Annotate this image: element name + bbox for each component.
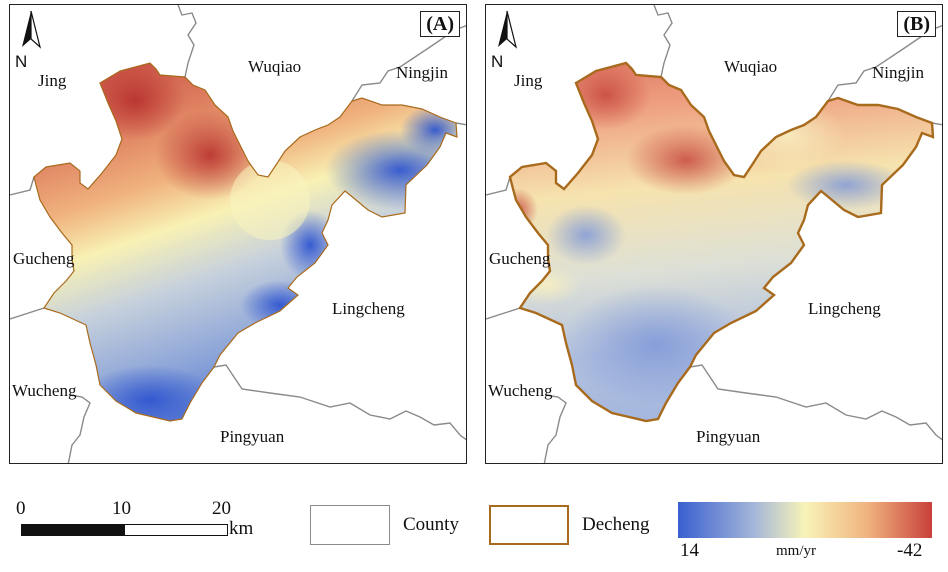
colorbar-min-label: 14	[680, 540, 699, 561]
colorbar-max-label: -42	[897, 540, 923, 561]
place-label-wuqiao: Wuqiao	[724, 57, 778, 76]
scale-unit: km	[229, 518, 254, 539]
colorbar-unit-label: mm/yr	[776, 543, 816, 559]
map-panel-a: N (A) Jing Wuqiao Ningjin Gucheng Lingch…	[9, 4, 467, 464]
place-label-pingyuan: Pingyuan	[696, 427, 761, 446]
decheng-boundary	[33, 62, 458, 422]
place-label-wucheng: Wucheng	[12, 381, 77, 400]
north-label: N	[15, 52, 28, 71]
scale-tick-20: 20	[212, 498, 231, 519]
place-label-jing: Jing	[38, 71, 67, 90]
north-label: N	[491, 52, 504, 71]
legend-county-label: County	[403, 514, 459, 535]
legend-county-swatch	[310, 505, 390, 545]
scale-bar-white-segment	[124, 524, 228, 536]
north-arrow-icon	[22, 10, 42, 49]
place-label-jing: Jing	[514, 71, 543, 90]
north-arrow-icon	[498, 10, 518, 49]
place-label-wuqiao: Wuqiao	[248, 57, 302, 76]
legend-decheng-swatch	[489, 505, 569, 545]
panel-label-a: (A)	[420, 11, 460, 37]
place-label-lingcheng: Lingcheng	[808, 299, 881, 318]
scale-tick-10: 10	[112, 498, 131, 519]
colorbar	[678, 502, 932, 538]
place-label-gucheng: Gucheng	[489, 249, 551, 268]
place-label-ningjin: Ningjin	[396, 63, 448, 82]
scale-bar-black-segment	[21, 524, 126, 536]
place-label-wucheng: Wucheng	[488, 381, 553, 400]
decheng-boundary	[508, 61, 935, 423]
place-label-lingcheng: Lingcheng	[332, 299, 405, 318]
place-label-gucheng: Gucheng	[13, 249, 75, 268]
place-label-ningjin: Ningjin	[872, 63, 924, 82]
legend-decheng-label: Decheng	[582, 514, 650, 535]
map-panel-b: N (B) Jing Wuqiao Ningjin Gucheng Lingch…	[485, 4, 943, 464]
map-b-canvas	[486, 5, 942, 463]
place-label-pingyuan: Pingyuan	[220, 427, 285, 446]
panel-label-b: (B)	[897, 11, 936, 37]
county-boundaries	[10, 5, 466, 463]
scale-tick-0: 0	[16, 498, 26, 519]
map-a-canvas	[10, 5, 466, 463]
